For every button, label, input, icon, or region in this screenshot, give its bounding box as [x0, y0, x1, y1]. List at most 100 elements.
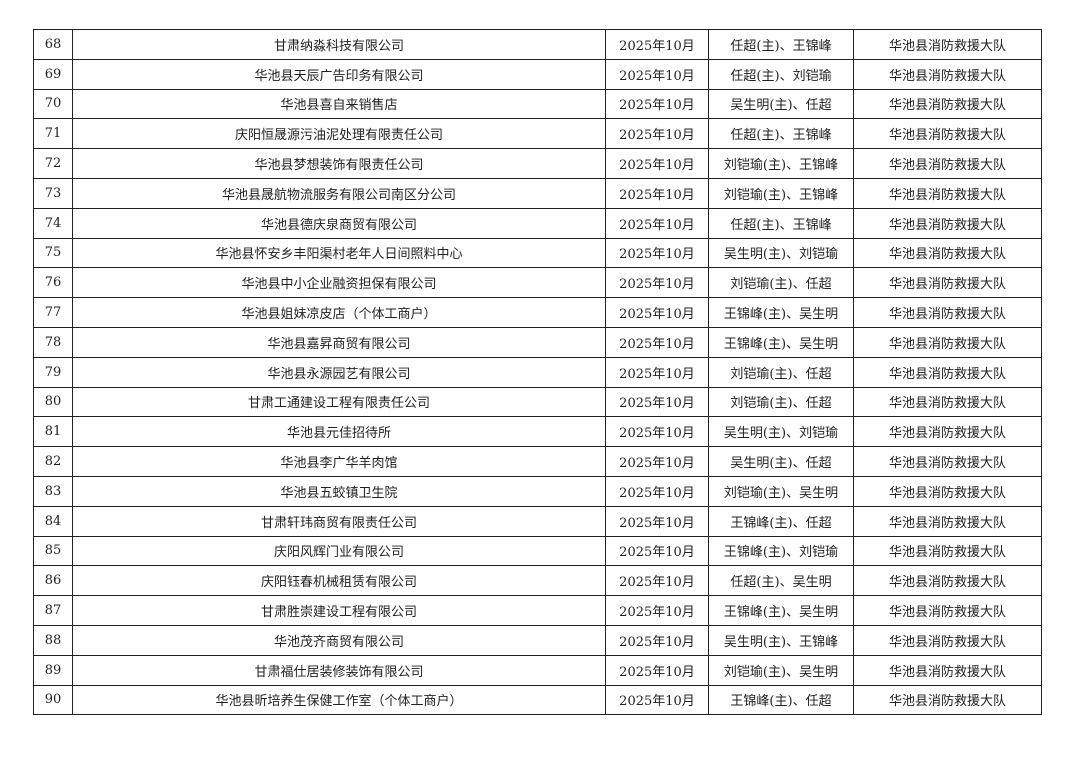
- table-row: 81 华池县元佳招待所 2025年10月 吴生明(主)、刘铠瑜 华池县消防救援大队: [33, 416, 1042, 448]
- company-name-cell: 华池县昕培养生保健工作室（个体工商户）: [72, 684, 606, 716]
- table-row: 75 华池县怀安乡丰阳渠村老年人日间照料中心 2025年10月 吴生明(主)、刘铠瑜华…: [33, 237, 1042, 269]
- company-name-cell: 华池县德庆泉商贸有限公司: [72, 207, 606, 239]
- inspection-date-cell: 2025年10月: [605, 29, 709, 60]
- table-row: 68 甘肃纳淼科技有限公司 2025年10月 任超(主)、王锦峰 华池县消防救援大队: [33, 29, 1042, 60]
- responsible-unit-cell: 华池县消防救援大队: [853, 297, 1042, 328]
- inspectors-cell: 王锦峰(主)、吴生明: [708, 297, 854, 328]
- responsible-unit-cell: 华池县消防救援大队: [853, 148, 1042, 179]
- inspectors-cell: 王锦峰(主)、刘铠瑜: [708, 535, 854, 567]
- inspectors-cell: 吴生明(主)、王锦峰: [708, 624, 854, 656]
- responsible-unit-cell: 华池县消防救援大队: [853, 326, 1042, 358]
- company-name-cell: 华池县嘉昇商贸有限公司: [72, 326, 606, 358]
- inspectors-cell: 任超(主)、王锦峰: [708, 29, 854, 60]
- row-number-cell: 86: [33, 565, 73, 597]
- table-row: 89 甘肃福仕居装修装饰有限公司 2025年10月 刘铠瑜(主)、吴生明 华池县消防救援…: [33, 654, 1042, 686]
- row-number-cell: 72: [33, 148, 73, 179]
- row-number-cell: 90: [33, 684, 73, 716]
- responsible-unit-cell: 华池县消防救援大队: [853, 654, 1042, 686]
- responsible-unit-cell: 华池县消防救援大队: [853, 475, 1042, 507]
- inspectors-cell: 任超(主)、吴生明: [708, 565, 854, 597]
- row-number-cell: 83: [33, 475, 73, 507]
- inspection-table: 68 甘肃纳淼科技有限公司 2025年10月 任超(主)、王锦峰 华池县消防救援大队 69…: [33, 29, 1042, 716]
- row-number-cell: 79: [33, 356, 73, 388]
- inspectors-cell: 刘铠瑜(主)、王锦峰: [708, 177, 854, 209]
- inspectors-cell: 任超(主)、刘铠瑜: [708, 58, 854, 90]
- inspectors-cell: 刘铠瑜(主)、吴生明: [708, 475, 854, 507]
- inspection-date-cell: 2025年10月: [605, 624, 709, 656]
- row-number-cell: 78: [33, 326, 73, 358]
- row-number-cell: 88: [33, 624, 73, 656]
- company-name-cell: 华池县李广华羊肉馆: [72, 446, 606, 477]
- table-row: 79 华池县永源园艺有限公司 2025年10月 刘铠瑜(主)、任超 华池县消防救援大队: [33, 356, 1042, 388]
- responsible-unit-cell: 华池县消防救援大队: [853, 535, 1042, 567]
- inspection-date-cell: 2025年10月: [605, 356, 709, 388]
- company-name-cell: 华池县元佳招待所: [72, 416, 606, 448]
- inspection-date-cell: 2025年10月: [605, 326, 709, 358]
- row-number-cell: 82: [33, 446, 73, 477]
- inspectors-cell: 王锦峰(主)、吴生明: [708, 326, 854, 358]
- responsible-unit-cell: 华池县消防救援大队: [853, 118, 1042, 150]
- inspection-date-cell: 2025年10月: [605, 446, 709, 477]
- company-name-cell: 庆阳钰春机械租赁有限公司: [72, 565, 606, 597]
- company-name-cell: 甘肃胜崇建设工程有限公司: [72, 595, 606, 626]
- responsible-unit-cell: 华池县消防救援大队: [853, 267, 1042, 299]
- table-row: 74 华池县德庆泉商贸有限公司 2025年10月 任超(主)、王锦峰 华池县消防救援大队: [33, 207, 1042, 239]
- company-name-cell: 华池县姐妹凉皮店（个体工商户）: [72, 297, 606, 328]
- company-name-cell: 庆阳风辉门业有限公司: [72, 535, 606, 567]
- responsible-unit-cell: 华池县消防救援大队: [853, 177, 1042, 209]
- responsible-unit-cell: 华池县消防救援大队: [853, 684, 1042, 716]
- inspectors-cell: 吴生明(主)、任超: [708, 446, 854, 477]
- inspectors-cell: 吴生明(主)、刘铠瑜: [708, 416, 854, 448]
- inspection-date-cell: 2025年10月: [605, 177, 709, 209]
- inspectors-cell: 吴生明(主)、刘铠瑜: [708, 237, 854, 269]
- table-row: 76 华池县中小企业融资担保有限公司 2025年10月 刘铠瑜(主)、任超 华池县消防救…: [33, 267, 1042, 299]
- table-row: 73 华池县晟航物流服务有限公司南区分公司 2025年10月 刘铠瑜(主)、王锦峰 华池…: [33, 177, 1042, 209]
- inspection-date-cell: 2025年10月: [605, 148, 709, 179]
- row-number-cell: 74: [33, 207, 73, 239]
- company-name-cell: 华池县怀安乡丰阳渠村老年人日间照料中心: [72, 237, 606, 269]
- table-row: 90 华池县昕培养生保健工作室（个体工商户） 2025年10月 王锦峰(主)、任超 华池…: [33, 684, 1042, 716]
- table-row: 78 华池县嘉昇商贸有限公司 2025年10月 王锦峰(主)、吴生明 华池县消防救援大队: [33, 326, 1042, 358]
- company-name-cell: 华池县永源园艺有限公司: [72, 356, 606, 388]
- responsible-unit-cell: 华池县消防救援大队: [853, 88, 1042, 120]
- row-number-cell: 75: [33, 237, 73, 269]
- inspectors-cell: 王锦峰(主)、任超: [708, 684, 854, 716]
- responsible-unit-cell: 华池县消防救援大队: [853, 505, 1042, 537]
- table-row: 80 甘肃工通建设工程有限责任公司 2025年10月 刘铠瑜(主)、任超 华池县消防救援…: [33, 386, 1042, 418]
- inspection-date-cell: 2025年10月: [605, 267, 709, 299]
- inspectors-cell: 任超(主)、王锦峰: [708, 118, 854, 150]
- table-row: 83 华池县五蛟镇卫生院 2025年10月 刘铠瑜(主)、吴生明 华池县消防救援大队: [33, 475, 1042, 507]
- row-number-cell: 69: [33, 58, 73, 90]
- inspection-date-cell: 2025年10月: [605, 505, 709, 537]
- inspection-date-cell: 2025年10月: [605, 237, 709, 269]
- table-row: 70 华池县喜自来销售店 2025年10月 吴生明(主)、任超 华池县消防救援大队: [33, 88, 1042, 120]
- company-name-cell: 甘肃工通建设工程有限责任公司: [72, 386, 606, 418]
- inspection-date-cell: 2025年10月: [605, 297, 709, 328]
- row-number-cell: 89: [33, 654, 73, 686]
- inspectors-cell: 刘铠瑜(主)、任超: [708, 267, 854, 299]
- responsible-unit-cell: 华池县消防救援大队: [853, 565, 1042, 597]
- responsible-unit-cell: 华池县消防救援大队: [853, 624, 1042, 656]
- company-name-cell: 华池县五蛟镇卫生院: [72, 475, 606, 507]
- responsible-unit-cell: 华池县消防救援大队: [853, 446, 1042, 477]
- inspectors-cell: 王锦峰(主)、任超: [708, 505, 854, 537]
- table-row: 87 甘肃胜崇建设工程有限公司 2025年10月 王锦峰(主)、吴生明 华池县消防救援大…: [33, 595, 1042, 626]
- inspection-date-cell: 2025年10月: [605, 386, 709, 418]
- inspection-date-cell: 2025年10月: [605, 654, 709, 686]
- table-body: 68 甘肃纳淼科技有限公司 2025年10月 任超(主)、王锦峰 华池县消防救援大队 69…: [33, 29, 1042, 716]
- inspectors-cell: 吴生明(主)、任超: [708, 88, 854, 120]
- inspectors-cell: 刘铠瑜(主)、吴生明: [708, 654, 854, 686]
- inspectors-cell: 王锦峰(主)、吴生明: [708, 595, 854, 626]
- row-number-cell: 73: [33, 177, 73, 209]
- responsible-unit-cell: 华池县消防救援大队: [853, 29, 1042, 60]
- inspection-date-cell: 2025年10月: [605, 684, 709, 716]
- company-name-cell: 甘肃纳淼科技有限公司: [72, 29, 606, 60]
- company-name-cell: 华池县中小企业融资担保有限公司: [72, 267, 606, 299]
- row-number-cell: 76: [33, 267, 73, 299]
- company-name-cell: 甘肃轩玮商贸有限责任公司: [72, 505, 606, 537]
- responsible-unit-cell: 华池县消防救援大队: [853, 386, 1042, 418]
- row-number-cell: 68: [33, 29, 73, 60]
- responsible-unit-cell: 华池县消防救援大队: [853, 416, 1042, 448]
- table-row: 69 华池县天辰广告印务有限公司 2025年10月 任超(主)、刘铠瑜 华池县消防救援大…: [33, 58, 1042, 90]
- inspectors-cell: 刘铠瑜(主)、王锦峰: [708, 148, 854, 179]
